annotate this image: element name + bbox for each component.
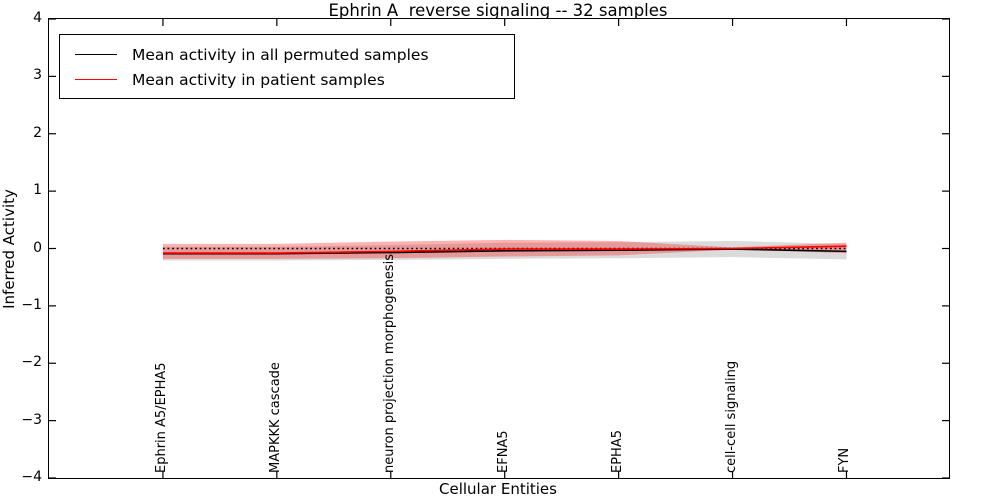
legend-label-permuted: Mean activity in all permuted samples	[132, 45, 429, 64]
legend-entry-permuted: Mean activity in all permuted samples	[72, 42, 514, 67]
x-tick-label: Ephrin A5/EPHA5	[153, 362, 169, 473]
x-tick-label: EPHA5	[609, 430, 625, 473]
y-tick-label: −4	[21, 469, 42, 485]
chart-canvas	[49, 19, 949, 478]
legend-line-sample-patient	[75, 79, 117, 80]
legend-entry-patient: Mean activity in patient samples	[72, 67, 514, 92]
y-tick-label: 0	[33, 239, 42, 256]
y-tick-label: −3	[21, 411, 42, 428]
patient-mean-line	[162, 245, 847, 254]
legend: Mean activity in all permuted samples Me…	[59, 34, 515, 99]
x-tick-label: FYN	[837, 447, 853, 473]
x-tick-label: cell-cell signaling	[723, 360, 739, 473]
y-tick-label: 3	[33, 67, 42, 84]
x-axis-label: Cellular Entities	[439, 480, 557, 498]
x-tick-label: MAPKKK cascade	[267, 362, 283, 473]
y-tick-label: 2	[33, 124, 42, 141]
y-tick-label: 1	[33, 182, 42, 199]
y-tick-label: −1	[21, 296, 42, 313]
legend-label-patient: Mean activity in patient samples	[132, 70, 385, 89]
y-tick-label: −2	[21, 354, 42, 371]
legend-line-sample-permuted	[75, 54, 117, 55]
x-tick-label: neuron projection morphogenesis	[381, 254, 397, 473]
y-tick-label: 4	[33, 10, 42, 26]
x-tick-label: EFNA5	[495, 430, 511, 473]
chart-title: Ephrin A reverse signaling -- 32 samples	[328, 1, 668, 20]
